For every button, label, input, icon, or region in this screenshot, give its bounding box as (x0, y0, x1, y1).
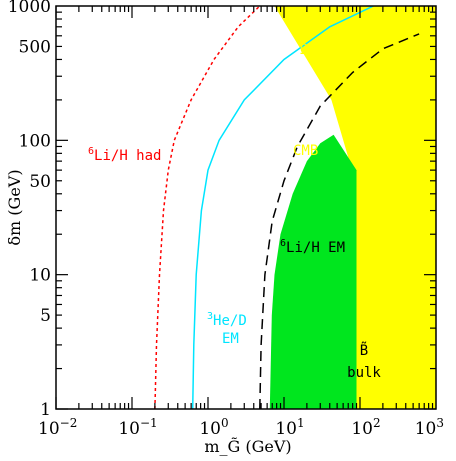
x-tick-label: 102 (351, 416, 380, 439)
x-tick-exponent: 2 (373, 416, 381, 430)
label-text: He/D (213, 313, 247, 329)
x-tick-label: 103 (415, 416, 444, 439)
label-cmb: CMB (293, 143, 318, 159)
x-tick-base: 10 (415, 419, 437, 439)
label-li6-had: 6Li/H had (88, 146, 161, 164)
y-tick-label: 100 (19, 131, 51, 151)
x-tick-exponent: 1 (297, 416, 305, 430)
x-tick-label: 10−2 (38, 416, 77, 439)
label-text: CMB (293, 143, 318, 159)
x-tick-label: 100 (199, 416, 228, 439)
x-tick-label: 10−1 (118, 416, 157, 439)
x-tick-exponent: −1 (140, 416, 158, 430)
label-text: EM (222, 331, 239, 347)
x-tick-base: 10 (199, 419, 221, 439)
label-text: bulk (347, 365, 381, 381)
y-tick-label: 1000 (8, 0, 51, 17)
label-text: Li/H EM (286, 240, 345, 256)
x-tick-label: 101 (275, 416, 304, 439)
x-tick-base: 10 (118, 419, 140, 439)
label-he3-d: 3He/D (207, 311, 247, 329)
y-axis-title: δm (GeV) (5, 169, 24, 245)
x-tick-exponent: 0 (221, 416, 229, 430)
label-text: Ω (300, 42, 308, 58)
curve-li6-h-em (259, 33, 420, 409)
plot-frame (55, 5, 437, 410)
label-bino: B̃ (360, 341, 368, 359)
label-he3-em: EM (222, 331, 239, 347)
x-axis-title: m_G̃ (GeV) (204, 437, 291, 456)
region-cmb (269, 134, 357, 409)
chart-curves (154, 6, 420, 409)
x-tick-exponent: −2 (60, 416, 78, 430)
x-tick-base: 10 (275, 419, 297, 439)
curve-he3-d-em (191, 6, 374, 409)
axis-titles: m_G̃ (GeV) δm (GeV) (5, 169, 292, 456)
label-text: B̃ (360, 341, 368, 359)
label-isotope: 6 (88, 146, 94, 157)
label-li6-em: 6Li/H EM (280, 238, 345, 256)
y-tick-label: 10 (29, 266, 51, 286)
y-tick-label: 50 (29, 172, 51, 192)
label-text: Li/H had (94, 148, 161, 164)
axis-ticks (55, 6, 436, 410)
y-tick-label: 500 (19, 37, 51, 57)
x-tick-exponent: 3 (436, 416, 444, 430)
label-omega: ΩG̃ (300, 42, 314, 61)
curve-li6-had (154, 6, 261, 409)
label-isotope: 6 (280, 238, 286, 249)
label-subscript: G̃ (308, 49, 313, 61)
label-isotope: 3 (207, 311, 213, 322)
y-tick-label: 1 (40, 400, 51, 420)
x-tick-base: 10 (38, 419, 60, 439)
chart-regions (269, 6, 436, 409)
y-tick-label: 5 (40, 306, 51, 326)
x-tick-base: 10 (351, 419, 373, 439)
label-bulk: bulk (347, 365, 381, 381)
